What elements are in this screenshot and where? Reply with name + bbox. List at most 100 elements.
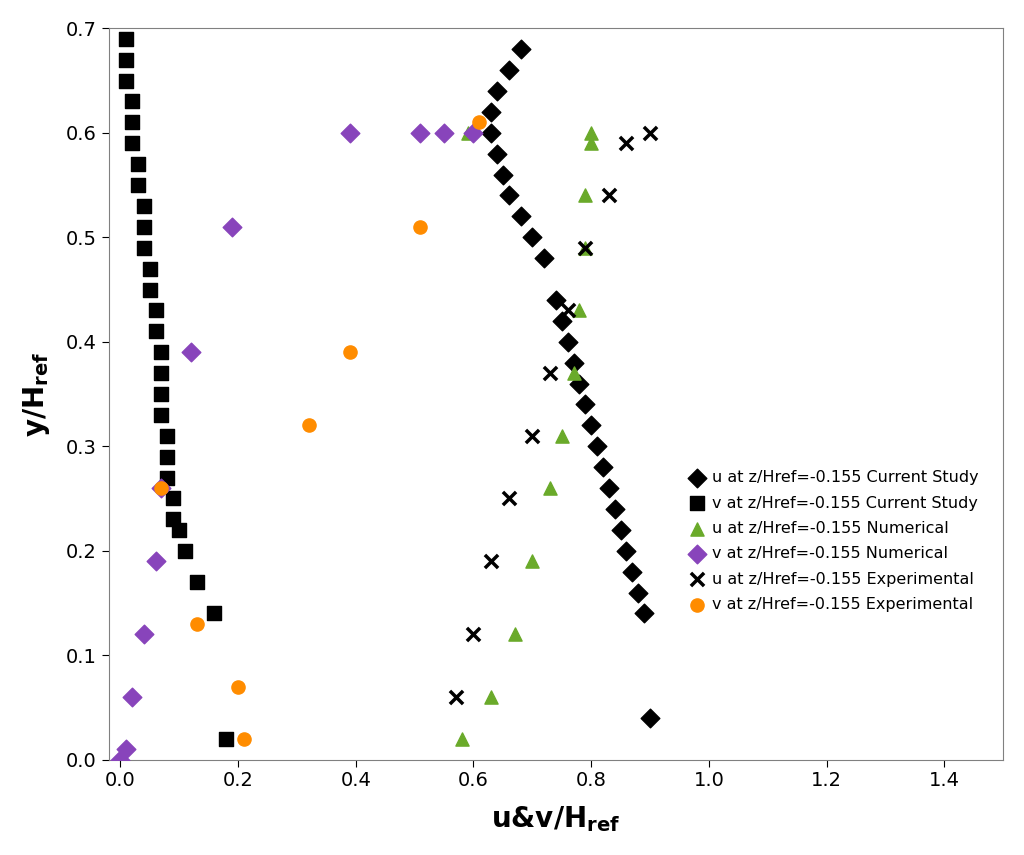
u at z/Href=-0.155 Current Study xyxy=(571,377,588,391)
v at z/Href=-0.155 Current Study xyxy=(154,387,170,401)
v at z/Href=-0.155 Experimental xyxy=(471,115,487,129)
u at z/Href=-0.155 Current Study xyxy=(630,586,646,599)
u at z/Href=-0.155 Current Study xyxy=(559,335,575,349)
v at z/Href=-0.155 Experimental xyxy=(342,345,358,359)
u at z/Href=-0.155 Experimental xyxy=(601,189,617,203)
v at z/Href=-0.155 Current Study xyxy=(177,544,194,557)
v at z/Href=-0.155 Current Study xyxy=(154,345,170,359)
u at z/Href=-0.155 Numerical xyxy=(542,481,558,495)
u at z/Href=-0.155 Current Study xyxy=(601,481,617,495)
u at z/Href=-0.155 Current Study xyxy=(512,209,528,223)
v at z/Href=-0.155 Current Study xyxy=(165,512,181,526)
Y-axis label: y/H$_\mathregular{ref}$: y/H$_\mathregular{ref}$ xyxy=(20,351,52,437)
v at z/Href=-0.155 Current Study xyxy=(124,95,140,109)
u at z/Href=-0.155 Experimental xyxy=(465,628,481,641)
v at z/Href=-0.155 Numerical xyxy=(465,126,481,139)
u at z/Href=-0.155 Current Study xyxy=(488,84,505,97)
v at z/Href=-0.155 Current Study xyxy=(130,157,146,171)
u at z/Href=-0.155 Numerical xyxy=(483,690,500,704)
u at z/Href=-0.155 Numerical xyxy=(583,126,599,139)
v at z/Href=-0.155 Numerical xyxy=(182,345,199,359)
u at z/Href=-0.155 Current Study xyxy=(642,711,658,725)
v at z/Href=-0.155 Experimental xyxy=(300,418,316,432)
Legend: u at z/Href=-0.155 Current Study, v at z/Href=-0.155 Current Study, u at z/Href=: u at z/Href=-0.155 Current Study, v at z… xyxy=(681,463,986,620)
u at z/Href=-0.155 Experimental xyxy=(618,137,635,150)
u at z/Href=-0.155 Current Study xyxy=(536,251,552,265)
u at z/Href=-0.155 Experimental xyxy=(524,429,541,443)
v at z/Href=-0.155 Current Study xyxy=(206,606,222,620)
u at z/Href=-0.155 Current Study xyxy=(589,439,605,453)
v at z/Href=-0.155 Numerical xyxy=(413,126,429,139)
u at z/Href=-0.155 Current Study xyxy=(483,126,500,139)
v at z/Href=-0.155 Current Study xyxy=(188,575,205,589)
v at z/Href=-0.155 Numerical xyxy=(342,126,358,139)
X-axis label: u&v/H$_\mathregular{ref}$: u&v/H$_\mathregular{ref}$ xyxy=(492,805,621,834)
v at z/Href=-0.155 Current Study xyxy=(218,732,234,746)
v at z/Href=-0.155 Numerical xyxy=(224,220,241,233)
u at z/Href=-0.155 Numerical xyxy=(115,753,131,767)
u at z/Href=-0.155 Numerical xyxy=(507,628,523,641)
u at z/Href=-0.155 Current Study xyxy=(612,523,629,537)
u at z/Href=-0.155 Current Study xyxy=(524,231,541,245)
u at z/Href=-0.155 Numerical xyxy=(578,241,594,255)
v at z/Href=-0.155 Current Study xyxy=(118,53,134,67)
v at z/Href=-0.155 Numerical xyxy=(124,690,140,704)
u at z/Href=-0.155 Current Study xyxy=(625,565,641,579)
v at z/Href=-0.155 Current Study xyxy=(154,366,170,380)
u at z/Href=-0.155 Experimental xyxy=(559,304,575,317)
v at z/Href=-0.155 Experimental xyxy=(413,220,429,233)
v at z/Href=-0.155 Current Study xyxy=(147,304,164,317)
v at z/Href=-0.155 Current Study xyxy=(159,450,175,463)
u at z/Href=-0.155 Current Study xyxy=(548,293,564,307)
v at z/Href=-0.155 Current Study xyxy=(135,241,152,255)
v at z/Href=-0.155 Current Study xyxy=(124,115,140,129)
v at z/Href=-0.155 Current Study xyxy=(124,137,140,150)
u at z/Href=-0.155 Current Study xyxy=(501,63,517,77)
v at z/Href=-0.155 Numerical xyxy=(436,126,453,139)
u at z/Href=-0.155 Numerical xyxy=(578,189,594,203)
u at z/Href=-0.155 Current Study xyxy=(583,418,599,432)
u at z/Href=-0.155 Experimental xyxy=(542,366,558,380)
v at z/Href=-0.155 Experimental xyxy=(154,481,170,495)
v at z/Href=-0.155 Numerical xyxy=(118,742,134,756)
u at z/Href=-0.155 Current Study xyxy=(501,189,517,203)
u at z/Href=-0.155 Numerical xyxy=(524,554,541,568)
u at z/Href=-0.155 Current Study xyxy=(488,147,505,161)
u at z/Href=-0.155 Experimental xyxy=(501,492,517,505)
u at z/Href=-0.155 Experimental xyxy=(578,241,594,255)
u at z/Href=-0.155 Current Study xyxy=(606,502,623,516)
v at z/Href=-0.155 Current Study xyxy=(165,492,181,505)
v at z/Href=-0.155 Current Study xyxy=(147,325,164,339)
v at z/Href=-0.155 Current Study xyxy=(159,471,175,485)
v at z/Href=-0.155 Experimental xyxy=(188,617,205,631)
u at z/Href=-0.155 Numerical xyxy=(460,126,476,139)
v at z/Href=-0.155 Experimental xyxy=(229,680,246,693)
u at z/Href=-0.155 Current Study xyxy=(495,168,511,181)
u at z/Href=-0.155 Experimental xyxy=(642,126,658,139)
v at z/Href=-0.155 Current Study xyxy=(141,283,158,297)
u at z/Href=-0.155 Current Study xyxy=(483,105,500,119)
u at z/Href=-0.155 Current Study xyxy=(595,460,611,474)
v at z/Href=-0.155 Numerical xyxy=(154,481,170,495)
v at z/Href=-0.155 Current Study xyxy=(154,408,170,422)
u at z/Href=-0.155 Numerical xyxy=(565,366,582,380)
u at z/Href=-0.155 Current Study xyxy=(578,398,594,411)
v at z/Href=-0.155 Experimental xyxy=(236,732,252,746)
u at z/Href=-0.155 Current Study xyxy=(565,356,582,369)
v at z/Href=-0.155 Current Study xyxy=(135,220,152,233)
v at z/Href=-0.155 Numerical xyxy=(112,753,128,767)
v at z/Href=-0.155 Current Study xyxy=(118,32,134,45)
u at z/Href=-0.155 Current Study xyxy=(512,43,528,56)
u at z/Href=-0.155 Numerical xyxy=(571,304,588,317)
v at z/Href=-0.155 Current Study xyxy=(118,74,134,87)
v at z/Href=-0.155 Current Study xyxy=(135,199,152,213)
v at z/Href=-0.155 Numerical xyxy=(135,628,152,641)
u at z/Href=-0.155 Current Study xyxy=(554,314,570,327)
u at z/Href=-0.155 Numerical xyxy=(554,429,570,443)
u at z/Href=-0.155 Experimental xyxy=(447,690,464,704)
v at z/Href=-0.155 Current Study xyxy=(141,262,158,275)
u at z/Href=-0.155 Experimental xyxy=(483,554,500,568)
v at z/Href=-0.155 Current Study xyxy=(159,429,175,443)
u at z/Href=-0.155 Current Study xyxy=(618,544,635,557)
v at z/Href=-0.155 Current Study xyxy=(171,523,187,537)
